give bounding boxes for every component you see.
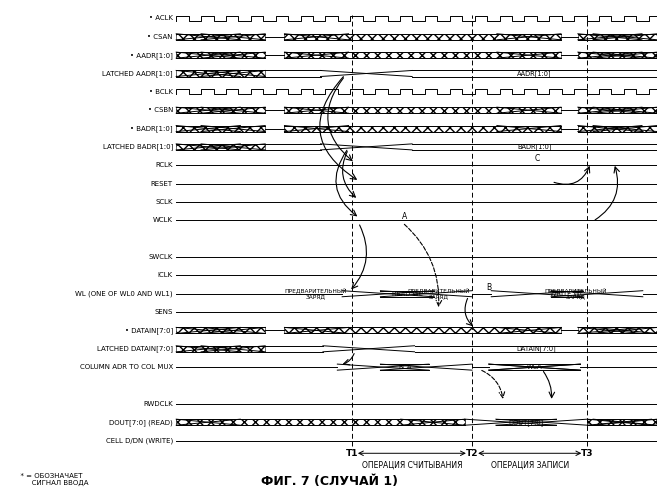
Text: T2: T2 xyxy=(466,449,478,458)
Text: DATAIN[7:0]: DATAIN[7:0] xyxy=(516,346,556,352)
Text: • ACLK: • ACLK xyxy=(149,16,173,22)
Text: • DATAIN[7:0]: • DATAIN[7:0] xyxy=(125,327,173,334)
Text: LATCHED DATAIN[7:0]: LATCHED DATAIN[7:0] xyxy=(97,346,173,352)
Text: • AADR[1:0]: • AADR[1:0] xyxy=(130,52,173,59)
Text: ПРЕДВАРИТЕЛЬНЫЙ
ЗАРЯД: ПРЕДВАРИТЕЛЬНЫЙ ЗАРЯД xyxy=(407,287,470,299)
Text: • CSBN: • CSBN xyxy=(148,107,173,113)
Text: LATCHED AADR[1:0]: LATCHED AADR[1:0] xyxy=(102,70,173,77)
Text: LATCHED BADR[1:0]: LATCHED BADR[1:0] xyxy=(102,144,173,150)
Text: AADR[1:0]: AADR[1:0] xyxy=(517,70,552,77)
Text: WRITE WL: WRITE WL xyxy=(550,290,584,296)
Text: READ WL: READ WL xyxy=(392,290,422,296)
Text: DOUT[7:0]: DOUT[7:0] xyxy=(508,419,544,426)
Text: ОПЕРАЦИЯ ЗАПИСИ: ОПЕРАЦИЯ ЗАПИСИ xyxy=(490,461,569,470)
Text: COLUMN ADR TO COL MUX: COLUMN ADR TO COL MUX xyxy=(80,364,173,370)
Text: RCLK: RCLK xyxy=(156,162,173,168)
Text: • BCLK: • BCLK xyxy=(149,89,173,95)
Text: WCLK: WCLK xyxy=(153,218,173,224)
Text: ICLK: ICLK xyxy=(158,272,173,278)
Text: A: A xyxy=(402,212,407,221)
Text: SENS: SENS xyxy=(154,309,173,315)
Text: T1: T1 xyxy=(346,449,358,458)
Text: RCA: RCA xyxy=(398,364,411,370)
Text: ПРЕДВАРИТЕЛЬНЫЙ
ЗАРЯД: ПРЕДВАРИТЕЛЬНЫЙ ЗАРЯД xyxy=(544,287,607,299)
Text: CELL D/DN (WRITE): CELL D/DN (WRITE) xyxy=(106,438,173,444)
Text: RESET: RESET xyxy=(150,180,173,186)
Text: SCLK: SCLK xyxy=(156,199,173,205)
Text: ФИГ. 7 (СЛУЧАЙ 1): ФИГ. 7 (СЛУЧАЙ 1) xyxy=(261,475,399,488)
Text: RWDCLK: RWDCLK xyxy=(143,401,173,407)
Text: ПРЕДВАРИТЕЛЬНЫЙ
ЗАРЯД: ПРЕДВАРИТЕЛЬНЫЙ ЗАРЯД xyxy=(284,287,347,299)
Text: • CSAN: • CSAN xyxy=(147,34,173,40)
Text: WL (ONE OF WL0 AND WL1): WL (ONE OF WL0 AND WL1) xyxy=(75,290,173,297)
Text: WCA: WCA xyxy=(527,364,543,370)
Text: • BADR[1:0]: • BADR[1:0] xyxy=(130,125,173,132)
Text: DOUT[7:0] (READ): DOUT[7:0] (READ) xyxy=(109,419,173,426)
Text: * = ОБОЗНАЧАЕТ
       СИГНАЛ ВВОДА: * = ОБОЗНАЧАЕТ СИГНАЛ ВВОДА xyxy=(16,472,88,486)
Text: B: B xyxy=(486,284,491,292)
Text: BADR[1:0]: BADR[1:0] xyxy=(517,144,552,150)
Text: ОПЕРАЦИЯ СЧИТЫВАНИЯ: ОПЕРАЦИЯ СЧИТЫВАНИЯ xyxy=(362,461,462,470)
Text: C: C xyxy=(535,154,540,163)
Text: T3: T3 xyxy=(581,449,594,458)
Text: SWCLK: SWCLK xyxy=(148,254,173,260)
